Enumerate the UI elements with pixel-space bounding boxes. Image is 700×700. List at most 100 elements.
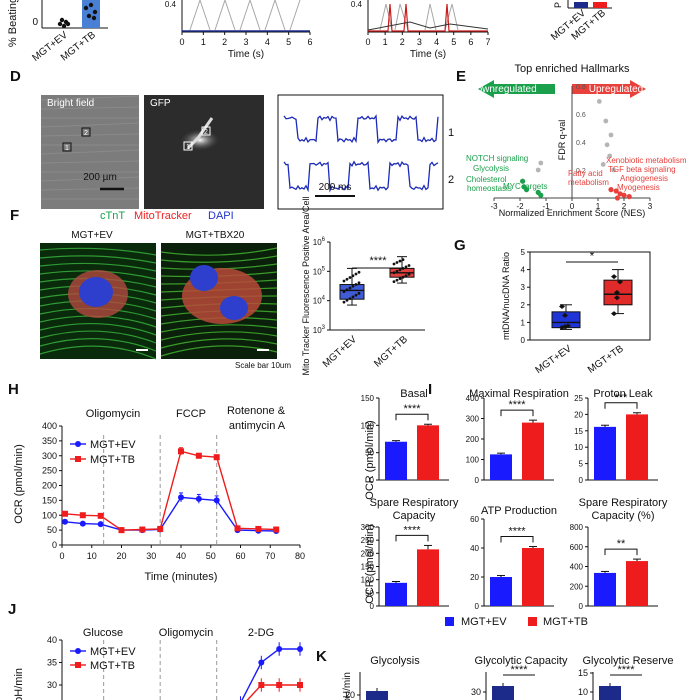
label-down: Glycolysis <box>473 164 509 173</box>
y-tick-label: 5 <box>521 248 526 257</box>
x-tick-label: 40 <box>176 551 186 561</box>
label-down: homeostasis <box>467 184 512 193</box>
point-gray <box>596 99 602 104</box>
label-down: NOTCH signaling <box>466 154 528 163</box>
y-tick-label: 200 <box>42 481 57 491</box>
y-tick-label: 200 <box>361 549 375 558</box>
roi-label: 1 <box>186 144 190 151</box>
y-tick-label: 4 <box>521 266 526 275</box>
y-tick-label: 20 <box>470 573 479 582</box>
y-axis-label: mpH/min <box>13 668 25 700</box>
y-tick-label: 250 <box>42 466 57 476</box>
x-tick-label: 4 <box>434 37 439 47</box>
y-tick-label: 10 <box>578 687 588 697</box>
point-ev <box>59 17 65 23</box>
plot-frame <box>529 251 651 341</box>
fiber <box>39 338 157 352</box>
stain-label: MitoTracker <box>134 210 192 222</box>
point-ev <box>79 520 86 527</box>
x-tick-label: 0 <box>365 37 370 47</box>
x-tick-label: 0 <box>179 37 184 47</box>
fiber <box>39 345 157 360</box>
trace-gray <box>379 3 459 31</box>
point-red <box>614 195 621 201</box>
point-tb <box>401 267 405 270</box>
point-tb <box>157 525 164 532</box>
trace-frame <box>277 94 444 210</box>
y-tick-label: 0.4 <box>351 0 363 9</box>
y-tick-label: 20 <box>345 690 355 700</box>
panel-G: G 0 1 2 3 4 5 mtDNA/nucDNA Ratio * MGT+EV MGT+TB <box>454 237 651 376</box>
point-red <box>613 188 619 194</box>
image-label: GFP <box>150 98 171 109</box>
point-ev <box>258 659 265 666</box>
injection-label: 2-DG <box>248 627 274 639</box>
y-tick-label: 400 <box>466 394 480 403</box>
subplot-title: Capacity <box>393 510 436 522</box>
x-axis-label: Time (minutes) <box>145 571 218 583</box>
x-tick-label: MGT+TB <box>586 343 626 376</box>
bar-tb <box>522 548 544 606</box>
injection-label: Oligomycin <box>159 627 213 639</box>
y-tick-label: 300 <box>42 451 57 461</box>
gfp-image <box>144 95 264 209</box>
bar-ev <box>599 686 621 700</box>
point-ev <box>357 270 361 274</box>
point-tb <box>297 682 303 688</box>
fiber <box>160 331 278 341</box>
significance: **** <box>617 664 635 676</box>
point-ev <box>345 277 349 281</box>
point-ev <box>276 646 283 652</box>
y-tick-label: 0 <box>475 476 480 485</box>
x-tick-label: 7 <box>485 37 490 47</box>
point-gray <box>604 142 610 148</box>
x-tick-label: MGT+TB <box>372 334 410 370</box>
point-tb <box>255 525 262 532</box>
texture <box>40 149 140 155</box>
y-tick-label: 3 <box>521 283 526 292</box>
legend-marker <box>75 648 81 654</box>
point-red <box>608 187 614 193</box>
y-axis-label: FDR q-val <box>557 120 567 161</box>
panel-letter: E <box>456 68 466 85</box>
point-gray <box>535 167 541 173</box>
point-green <box>538 192 544 198</box>
panel-D: D Bright field 2 1 200 µm GFP 2 1 1 2 200 ms <box>10 68 454 210</box>
point-tb <box>395 269 399 273</box>
point-tb <box>398 268 402 272</box>
point-tb <box>178 448 184 455</box>
point-ev <box>354 293 358 297</box>
point-ev <box>565 323 571 329</box>
y-axis-label: mtDNA/nucDNA Ratio <box>501 252 511 340</box>
trace-2 <box>283 160 439 193</box>
injection-label: Rotenone & <box>227 405 286 417</box>
texture <box>40 160 140 164</box>
subplot-title: Glycolytic Reserve <box>582 655 673 667</box>
y-tick-label: 200 <box>466 435 480 444</box>
fiber <box>160 255 278 263</box>
sig-bracket <box>604 402 638 409</box>
trace-label: 2 <box>448 174 454 186</box>
point-tb <box>401 258 405 261</box>
gfp-cell-process <box>186 117 214 150</box>
point-tb <box>276 682 283 688</box>
texture <box>40 95 140 101</box>
bar-ev <box>385 441 407 480</box>
roi-box <box>62 142 72 152</box>
label-up: Xenobiotic metabolism <box>606 156 687 165</box>
point-ev <box>559 304 565 310</box>
point-tb <box>611 274 617 280</box>
x-axis-label: Time (s) <box>228 49 264 60</box>
x-axis-label: Time (s) <box>410 49 446 60</box>
y-axis-label: Mito Tracker Fluorescence Positive Area/… <box>301 196 311 375</box>
y-axis-label: % Beating <box>7 0 19 47</box>
panel-letter: I <box>428 381 432 398</box>
panel-H: H 0 50 100 150 200 250 300 350 400 0 10 20 30 40 50 60 70… <box>8 381 305 583</box>
x-tick-label: 60 <box>235 551 245 561</box>
legend-label: MGT+TB <box>543 616 588 628</box>
legend-marker <box>75 662 81 668</box>
roi-label: 1 <box>65 145 69 152</box>
scale-bar-label: 200 µm <box>83 172 117 183</box>
subplot-title: Capacity (%) <box>592 510 655 522</box>
point-gray <box>611 167 616 173</box>
